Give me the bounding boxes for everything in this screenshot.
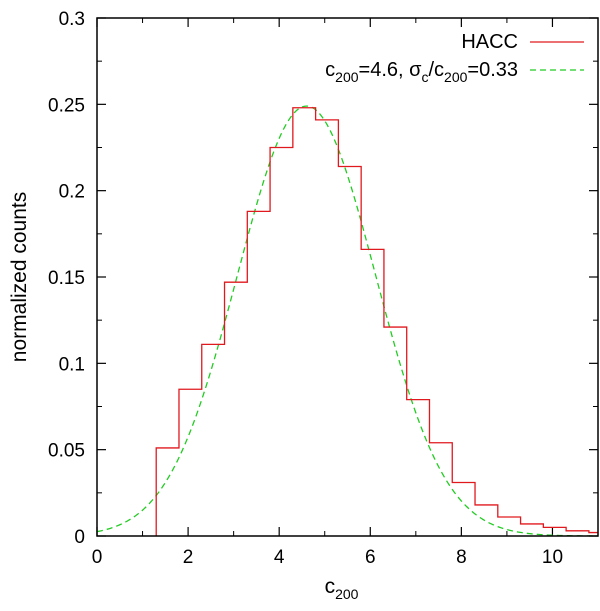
data-layer — [96, 105, 599, 537]
hacc-histogram-bin — [225, 282, 248, 536]
hacc-histogram-bin — [543, 527, 566, 536]
hacc-histogram-line — [155, 107, 598, 536]
legend-fit-subscript: 200 — [444, 69, 468, 85]
hacc-histogram-bin — [316, 120, 339, 536]
x-tick-label: 0 — [92, 547, 103, 568]
legend-fit-part: =0.33 — [467, 59, 518, 81]
hacc-histogram-bin — [452, 482, 475, 536]
legend-label-hacc: HACC — [461, 31, 518, 53]
hacc-histogram-bin — [247, 211, 270, 536]
legend-fit-subscript: 200 — [335, 69, 359, 85]
hacc-histogram-bin — [407, 400, 430, 536]
plot-frame — [96, 17, 599, 537]
legend-label-fit: c200=4.6, σc/c200=0.33 — [325, 59, 518, 85]
y-axis-label: normalized counts — [8, 192, 31, 362]
x-axis-label-subscript: 200 — [335, 586, 359, 602]
y-tick-label: 0.15 — [48, 268, 85, 289]
x-tick-label: 4 — [274, 547, 285, 568]
hacc-histogram-bin — [498, 517, 521, 536]
x-axis-label-main: c — [325, 575, 336, 598]
hacc-histogram-bin — [475, 505, 498, 536]
legend: HACC c200=4.6, σc/c200=0.33 — [325, 31, 584, 85]
hacc-histogram-bin — [338, 166, 361, 536]
hacc-histogram-bin — [361, 249, 384, 536]
x-tick-label: 10 — [542, 547, 563, 568]
x-axis-label: c200 — [325, 575, 359, 602]
hacc-histogram-bin — [293, 108, 316, 536]
x-tick-label: 2 — [183, 547, 194, 568]
hacc-histogram-bin — [270, 148, 293, 537]
hacc-histogram-bin — [566, 531, 589, 536]
y-tick-label: 0.1 — [59, 354, 85, 375]
legend-fit-part: c — [325, 59, 335, 81]
y-tick-label: 0.05 — [48, 441, 85, 462]
legend-fit-subscript: c — [421, 69, 428, 85]
x-tick-label: 6 — [365, 547, 376, 568]
y-tick-label: 0 — [74, 527, 85, 548]
y-tick-label: 0.25 — [48, 95, 85, 116]
legend-fit-part: =4.6, σ — [359, 59, 423, 81]
hacc-histogram-bin — [429, 443, 452, 536]
x-tick-label: 8 — [456, 547, 467, 568]
y-tick-label: 0.3 — [59, 9, 85, 30]
hacc-histogram-bin — [384, 327, 407, 536]
y-tick-label: 0.2 — [59, 182, 85, 203]
ticks-layer: 0 2 4 6 8 10 0 0.05 0.1 0.15 0.2 0.25 0.3 — [48, 9, 598, 568]
legend-fit-part: /c — [428, 59, 444, 81]
hacc-histogram-bin — [202, 344, 225, 536]
hacc-histogram-bin — [179, 389, 202, 536]
hacc-histogram-bin — [521, 524, 544, 536]
hacc-histogram-bin — [156, 448, 179, 536]
